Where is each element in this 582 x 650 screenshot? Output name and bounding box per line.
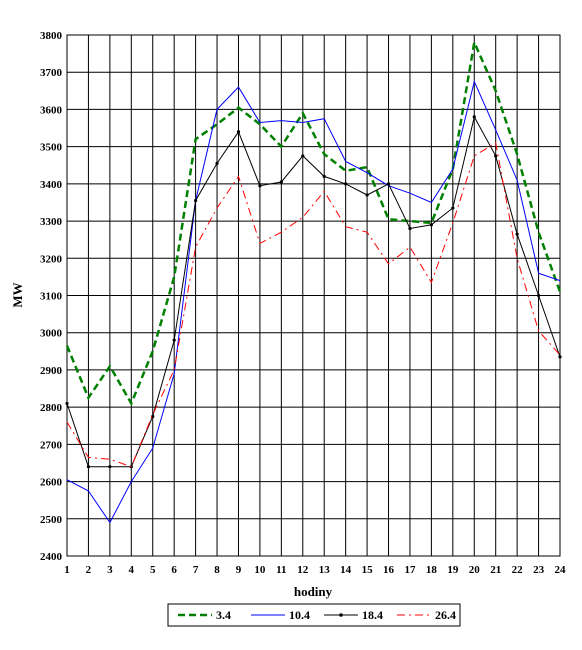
y-tick-label-3600: 3600 xyxy=(40,104,63,116)
y-axis-label: MW xyxy=(10,282,25,307)
data-point-18.4-24 xyxy=(558,355,562,359)
chart-series xyxy=(65,38,562,524)
chart-grid xyxy=(66,34,561,557)
data-point-18.4-10 xyxy=(258,184,262,188)
y-tick-label-3100: 3100 xyxy=(40,291,63,303)
x-tick-label-14: 14 xyxy=(340,564,352,576)
data-point-18.4-22 xyxy=(515,232,519,236)
data-point-18.4-23 xyxy=(536,293,541,298)
y-tick-label-2800: 2800 xyxy=(40,402,63,414)
x-tick-label-21: 21 xyxy=(490,564,501,576)
x-tick-label-24: 24 xyxy=(555,564,567,576)
x-tick-label-20: 20 xyxy=(469,564,481,576)
y-tick-label-3200: 3200 xyxy=(40,253,63,265)
series-26.4 xyxy=(66,142,561,468)
y-axis-ticks: 2400 2500 2600 2700 2800 2900 3000 3100 3200 3300… xyxy=(40,30,63,563)
x-tick-label-11: 11 xyxy=(276,564,286,576)
legend: 3.4 10.4 18.4 26.4 xyxy=(167,603,461,627)
y-tick-label-3700: 3700 xyxy=(40,67,63,79)
data-point-18.4-9 xyxy=(236,130,241,134)
legend-marker-18.4 xyxy=(339,613,343,617)
data-point-18.4-13 xyxy=(322,174,326,179)
data-point-18.4-12 xyxy=(301,154,305,158)
x-tick-label-1: 1 xyxy=(64,564,70,576)
data-point-18.4-8 xyxy=(215,161,219,165)
y-tick-label-2700: 2700 xyxy=(40,439,63,451)
y-tick-label-3800: 3800 xyxy=(40,30,63,42)
legend-label-3.4: 3.4 xyxy=(216,608,231,622)
x-tick-label-19: 19 xyxy=(447,564,459,576)
series-10.4 xyxy=(66,79,561,524)
data-point-18.4-1 xyxy=(65,401,69,406)
x-tick-label-10: 10 xyxy=(254,564,266,576)
data-point-18.4-20 xyxy=(472,115,476,119)
data-point-18.4-18 xyxy=(429,223,433,227)
y-tick-label-3400: 3400 xyxy=(40,179,63,191)
data-point-18.4-17 xyxy=(408,226,412,231)
legend-box xyxy=(167,603,461,627)
data-point-18.4-15 xyxy=(365,193,369,197)
series-line-3.4 xyxy=(65,38,562,407)
x-tick-label-6: 6 xyxy=(171,564,177,576)
series-line-18.4 xyxy=(66,115,561,468)
series-line-26.4 xyxy=(66,142,561,468)
data-point-18.4-16 xyxy=(386,182,391,186)
x-tick-label-3: 3 xyxy=(107,564,113,576)
data-point-18.4-7 xyxy=(194,199,198,203)
data-point-18.4-21 xyxy=(494,154,498,158)
y-tick-label-3300: 3300 xyxy=(40,216,63,228)
x-tick-label-18: 18 xyxy=(426,564,438,576)
series-line-10.4 xyxy=(66,79,561,524)
x-tick-label-12: 12 xyxy=(297,564,309,576)
x-tick-label-15: 15 xyxy=(362,564,374,576)
y-tick-label-3000: 3000 xyxy=(40,328,63,340)
x-tick-label-17: 17 xyxy=(404,564,416,576)
series-3.4 xyxy=(65,38,562,407)
x-tick-label-9: 9 xyxy=(236,564,242,576)
x-tick-label-16: 16 xyxy=(383,564,395,576)
data-point-18.4-14 xyxy=(344,182,348,186)
data-point-18.4-3 xyxy=(108,465,112,469)
x-tick-label-23: 23 xyxy=(533,564,545,576)
y-tick-label-2900: 2900 xyxy=(40,365,63,377)
x-tick-label-5: 5 xyxy=(150,564,156,576)
data-point-18.4-2 xyxy=(86,465,91,469)
data-point-18.4-6 xyxy=(172,338,176,342)
legend-label-10.4: 10.4 xyxy=(289,608,310,622)
legend-label-26.4: 26.4 xyxy=(435,608,456,622)
y-tick-label-3500: 3500 xyxy=(40,142,63,154)
y-tick-label-2500: 2500 xyxy=(40,514,63,526)
x-axis-label: hodiny xyxy=(294,584,333,599)
series-18.4 xyxy=(65,115,562,469)
x-tick-label-4: 4 xyxy=(129,564,135,576)
x-axis-ticks: 1 2 3 4 5 6 7 8 9 10 11 12 13 14 15 16 17 18 19 20 21 22 23 24 xyxy=(64,564,566,576)
x-tick-label-13: 13 xyxy=(319,564,331,576)
data-point-18.4-19 xyxy=(451,206,455,210)
y-tick-label-2600: 2600 xyxy=(40,477,63,489)
x-tick-label-7: 7 xyxy=(193,564,199,576)
x-tick-label-8: 8 xyxy=(214,564,220,576)
x-tick-label-2: 2 xyxy=(86,564,92,576)
x-tick-label-22: 22 xyxy=(512,564,524,576)
y-tick-label-2400: 2400 xyxy=(40,551,63,563)
data-point-18.4-11 xyxy=(279,180,283,184)
legend-label-18.4: 18.4 xyxy=(362,608,383,622)
